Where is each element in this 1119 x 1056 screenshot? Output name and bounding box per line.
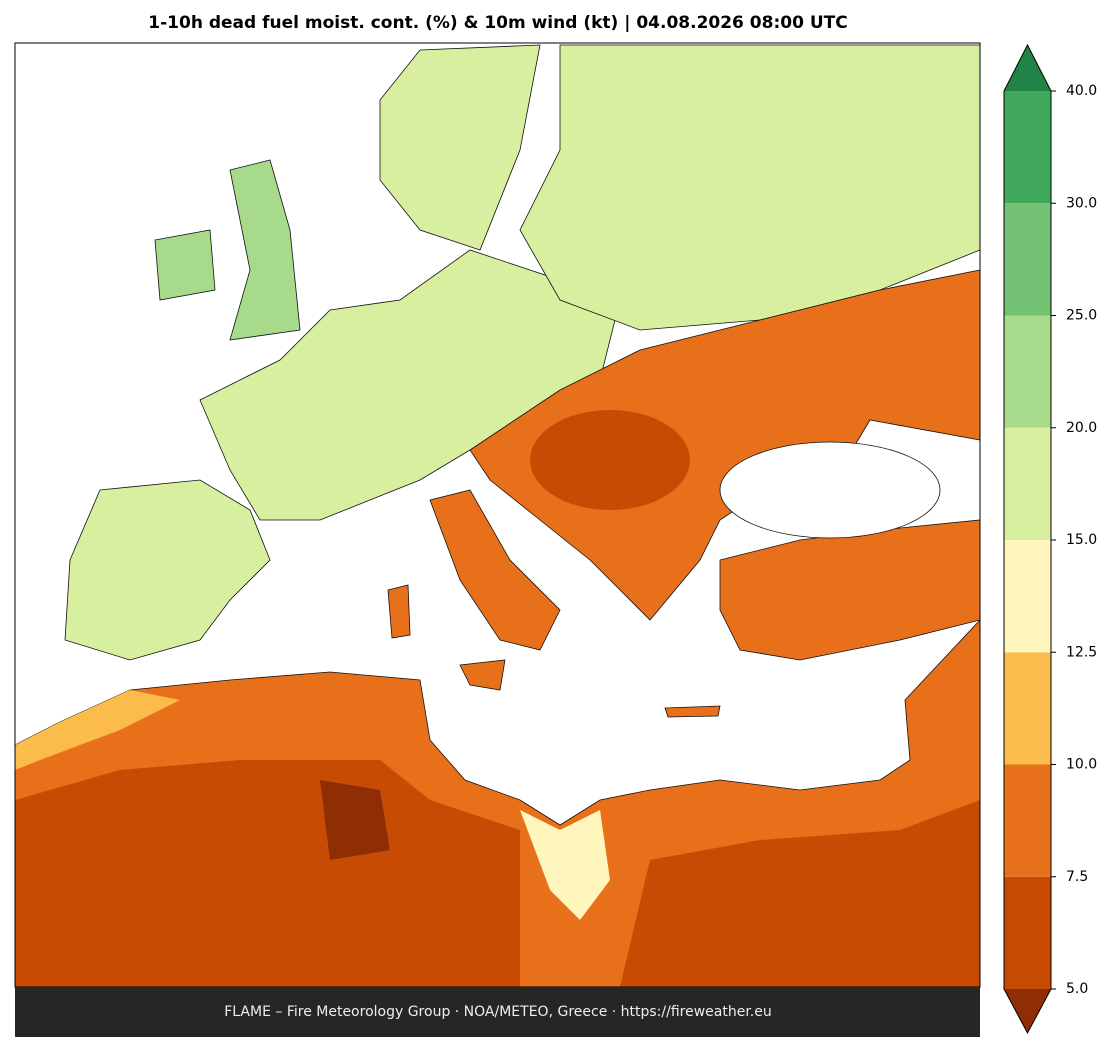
iberia: [64, 479, 271, 661]
footer-bar: [15, 987, 980, 1037]
colorbar-band: [1004, 876, 1051, 989]
colorbar-band: [1004, 427, 1051, 540]
maghreb-coast: [15, 690, 180, 770]
colorbar-tick-label: 5.0: [1066, 981, 1088, 997]
sicily: [459, 659, 506, 691]
colorbar-band: [1004, 540, 1051, 653]
libya-coast: [520, 810, 610, 920]
colorbar-tick-label: 40.0: [1066, 83, 1097, 99]
pannonian-dry: [530, 410, 690, 510]
colorbar-tick-label: 30.0: [1066, 195, 1097, 211]
colorbar-band: [1004, 315, 1051, 428]
colorbar-band: [1004, 764, 1051, 877]
colorbar-extend-low: [1004, 989, 1051, 1033]
colorbar: 5.0 7.5 10.0 12.5 15.0 20.0 25.0 30.0 40.0: [1003, 43, 1097, 1035]
egypt-dry: [620, 800, 980, 987]
colorbar-band: [1004, 91, 1051, 204]
footer: FLAME – Fire Meteorology Group · NOA/MET…: [224, 1004, 772, 1020]
colorbar-band: [1004, 203, 1051, 316]
colorbar-tick-label: 25.0: [1066, 308, 1097, 324]
colorbar-tick-label: 12.5: [1066, 644, 1097, 660]
italy: [429, 489, 561, 651]
sahara-dry: [15, 760, 520, 987]
desert-core: [320, 780, 390, 860]
black-sea: [719, 441, 941, 539]
map: [14, 42, 981, 988]
ireland: [154, 229, 216, 301]
title: 1-10h dead fuel moist. cont. (%) & 10m w…: [148, 13, 847, 33]
colorbar-tick-label: 10.0: [1066, 757, 1097, 773]
colorbar-extend-high: [1004, 45, 1051, 91]
scandinavia: [379, 44, 541, 251]
great-britain: [229, 159, 301, 341]
colorbar-band: [1004, 652, 1051, 765]
crete: [664, 705, 721, 718]
colorbar-tick-label: 20.0: [1066, 420, 1097, 436]
sardinia: [387, 584, 411, 639]
colorbar-tick-label: 15.0: [1066, 532, 1097, 548]
colorbar-tick-label: 7.5: [1066, 869, 1088, 885]
